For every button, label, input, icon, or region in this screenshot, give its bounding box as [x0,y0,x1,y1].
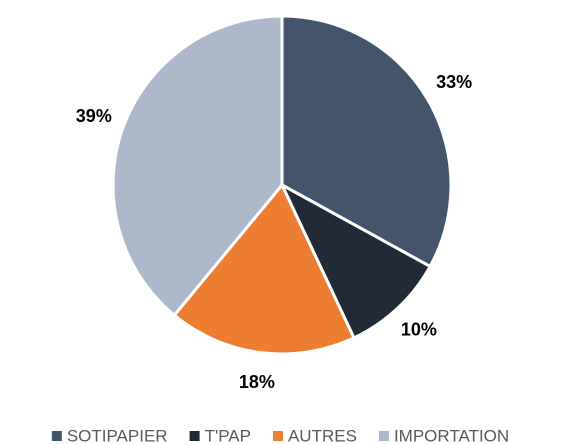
legend-label: T'PAP [205,426,251,444]
legend-label: SOTIPAPIER [67,426,168,444]
pie-slice [172,183,356,356]
value-label: 10% [401,320,437,340]
legend-swatch [272,431,283,441]
legend-swatch [378,431,389,441]
legend-label: IMPORTATION [394,426,509,444]
legend-swatch [51,431,62,441]
value-label: 18% [239,372,275,392]
legend-label: AUTRES [288,426,357,444]
legend-swatch [189,431,200,441]
pie-slice [111,14,284,317]
pie-slice [280,14,453,268]
pie-slice [280,183,432,340]
value-label: 39% [76,106,112,126]
value-label: 33% [436,72,472,92]
